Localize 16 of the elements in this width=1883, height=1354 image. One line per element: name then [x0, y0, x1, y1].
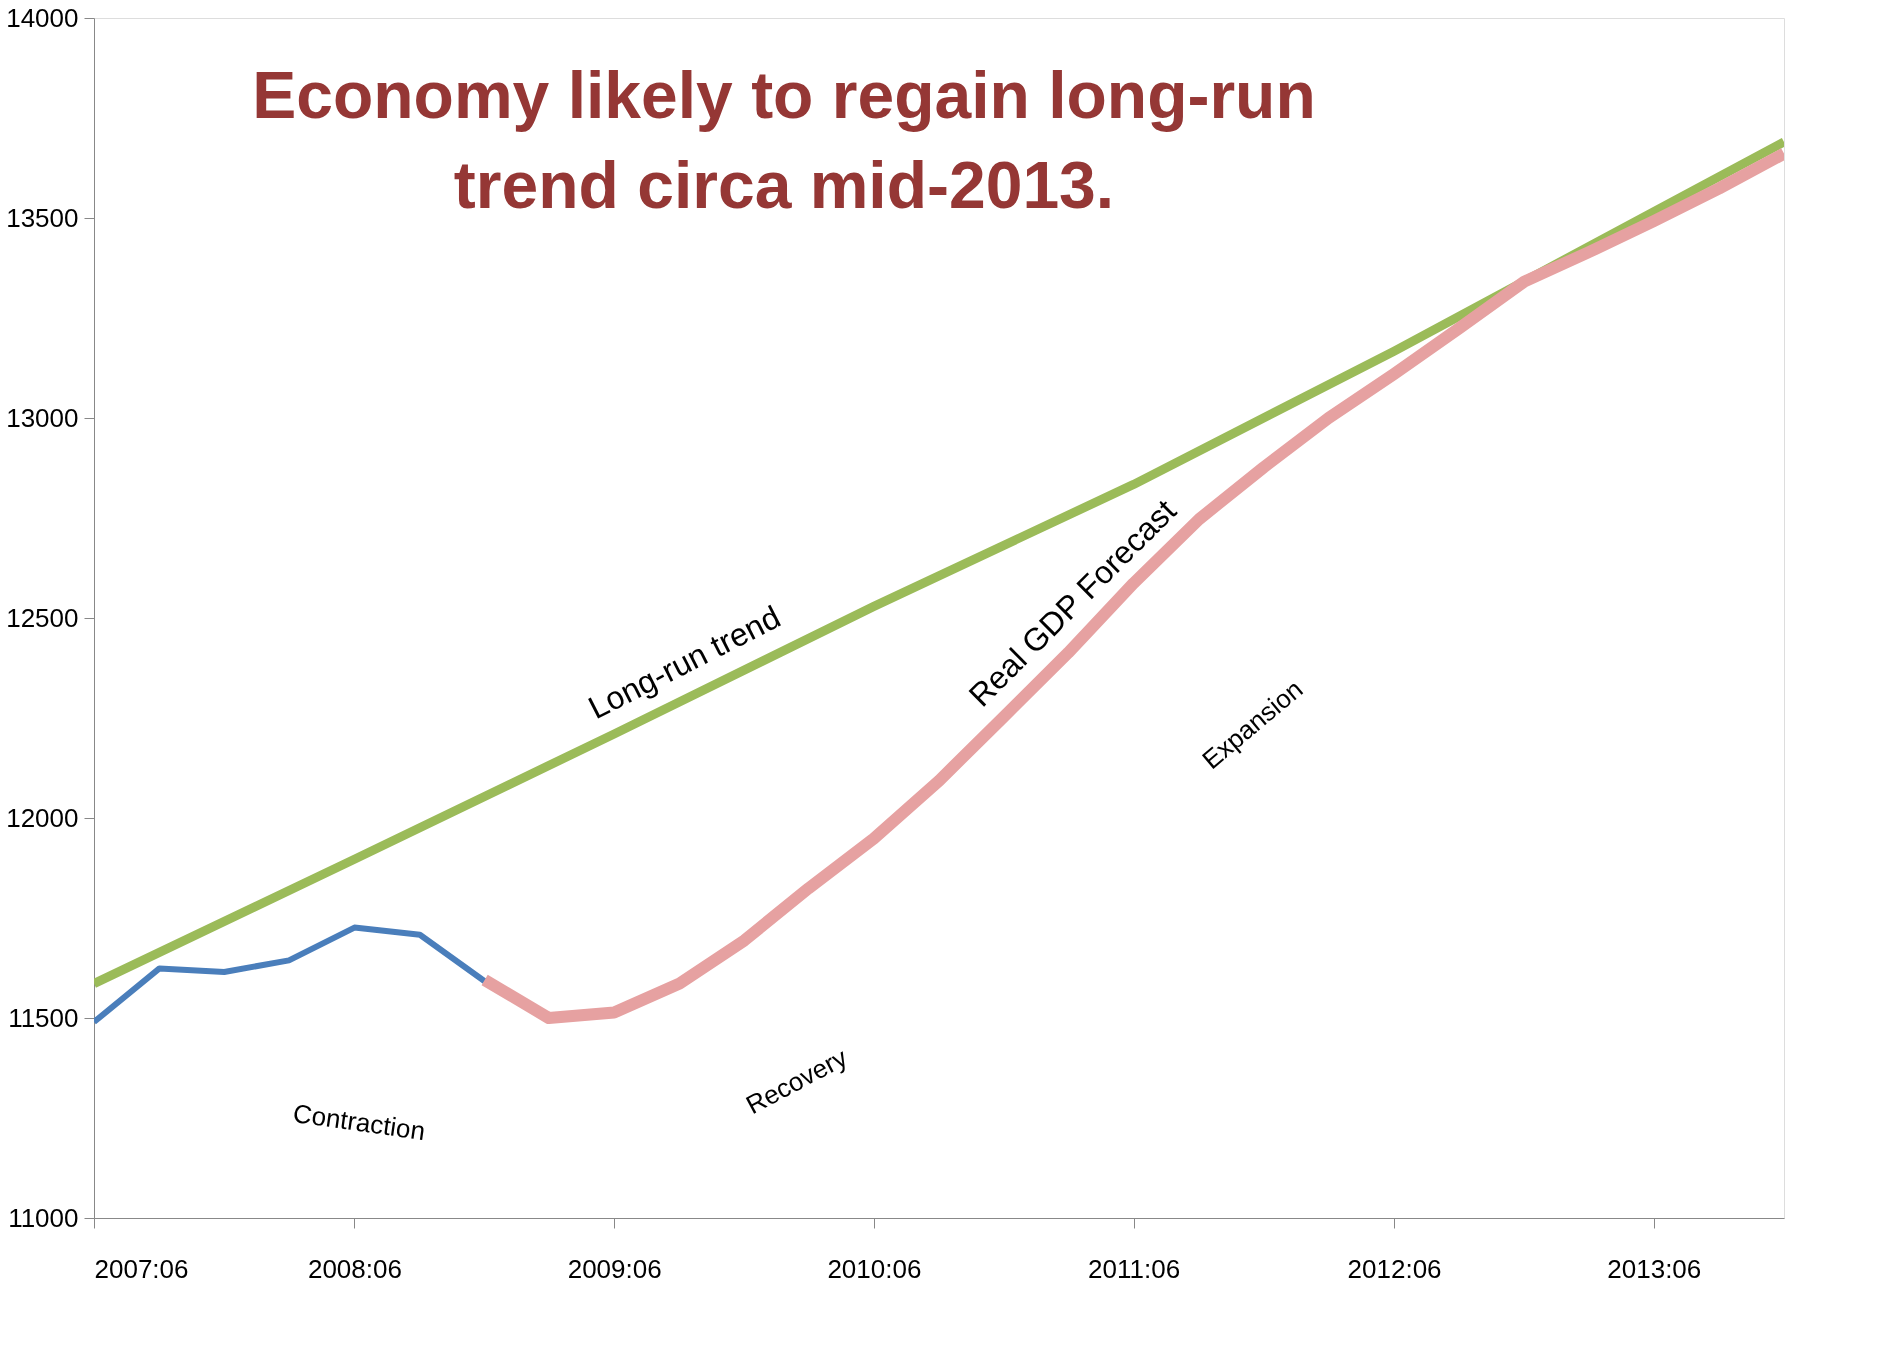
y-tick-label: 13500	[6, 202, 79, 233]
x-tick-label: 2013:06	[1607, 1253, 1702, 1284]
x-tick-label: 2009:06	[567, 1253, 662, 1284]
y-tick-label: 12000	[6, 802, 79, 833]
y-tick-label: 11500	[8, 1002, 79, 1033]
x-tick-label: 2012:06	[1347, 1253, 1442, 1284]
x-tick-label: 2011:06	[1088, 1253, 1181, 1284]
x-tick-label: 2010:06	[827, 1253, 922, 1284]
y-tick-label: 13000	[6, 402, 79, 433]
x-tick-label: 2007:06	[94, 1253, 189, 1284]
annotation: Contraction	[291, 1097, 428, 1147]
y-tick-label: 11000	[8, 1202, 79, 1233]
text: Economy likely to regain long-run trend circa mid-2013.	[252, 58, 1316, 222]
y-tick-label: 12500	[6, 602, 79, 633]
x-tick-label: 2008:06	[307, 1253, 402, 1284]
y-tick-label: 14000	[6, 2, 79, 33]
